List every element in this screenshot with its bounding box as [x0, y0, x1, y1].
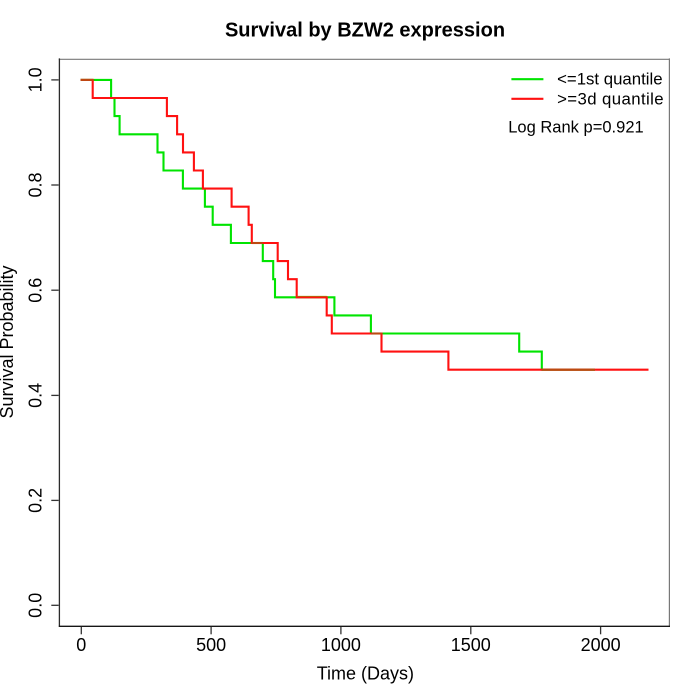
svg-text:0.2: 0.2: [25, 488, 45, 513]
svg-text:Survival by BZW2 expression: Survival by BZW2 expression: [225, 20, 505, 42]
svg-text:1000: 1000: [321, 635, 361, 655]
svg-text:500: 500: [196, 635, 226, 655]
svg-text:0: 0: [76, 635, 86, 655]
svg-text:Time (Days): Time (Days): [317, 664, 414, 684]
svg-text:Log Rank p=0.921: Log Rank p=0.921: [508, 118, 644, 136]
svg-text:<=1st quantile: <=1st quantile: [557, 70, 662, 89]
svg-text:0.4: 0.4: [25, 383, 45, 408]
svg-text:0.0: 0.0: [25, 593, 45, 618]
svg-text:1.0: 1.0: [25, 67, 45, 92]
svg-text:Survival Probability: Survival Probability: [0, 265, 17, 418]
svg-text:0.6: 0.6: [25, 278, 45, 303]
svg-text:>=3d quantile: >=3d quantile: [557, 89, 664, 108]
svg-text:2000: 2000: [581, 635, 621, 655]
svg-text:0.8: 0.8: [25, 172, 45, 197]
svg-text:1500: 1500: [451, 635, 491, 655]
